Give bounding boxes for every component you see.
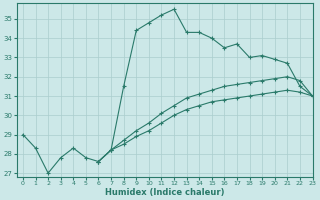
X-axis label: Humidex (Indice chaleur): Humidex (Indice chaleur) <box>105 188 224 197</box>
